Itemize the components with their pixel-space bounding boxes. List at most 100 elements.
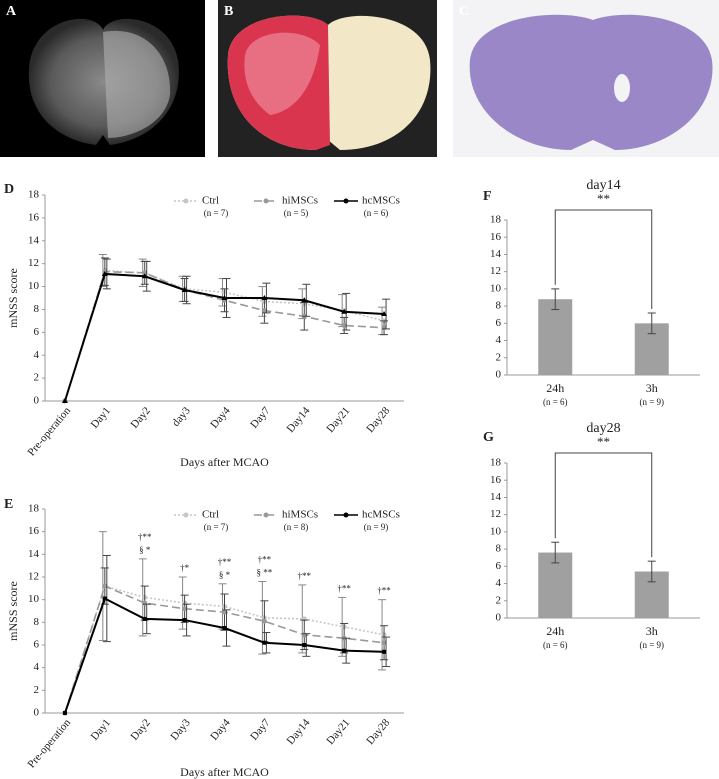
y-tick-label: 10 [490, 282, 502, 294]
point [101, 270, 108, 276]
point [261, 308, 267, 314]
y-tick-label: 8 [496, 543, 502, 555]
y-tick-label: 6 [34, 639, 40, 651]
x-tick-label: Day14 [284, 716, 312, 747]
legend-n: (n = 5) [284, 208, 309, 218]
point [261, 295, 268, 300]
point [342, 648, 347, 653]
point [381, 640, 387, 646]
y-tick-label: 18 [28, 189, 40, 201]
legend-label: hcMSCs [362, 195, 400, 207]
x-tick-sublabel: (n = 6) [543, 640, 568, 650]
y-tick-label: 4 [496, 334, 502, 346]
significance-mark: § * [139, 545, 151, 555]
significance-mark: †** [258, 555, 272, 565]
chart-title: day28 [586, 421, 620, 436]
y-tick-label: 12 [28, 571, 39, 583]
legend-n: (n = 7) [204, 522, 229, 532]
significance-mark: § ** [257, 568, 273, 578]
point [381, 311, 388, 317]
y-tick-label: 14 [490, 491, 502, 503]
x-tick-label: Day1 [89, 717, 114, 743]
ventricle [614, 74, 630, 102]
error-bar [647, 312, 656, 335]
x-tick-label: Day14 [284, 404, 312, 435]
significance-bracket [554, 452, 653, 558]
point [301, 297, 308, 303]
point [62, 711, 67, 715]
significance-mark: †* [180, 563, 190, 573]
y-tick-label: 10 [28, 280, 40, 292]
x-tick-sublabel: (n = 9) [639, 397, 664, 407]
x-tick-label: 24h [546, 624, 564, 638]
y-tick-label: 0 [34, 707, 40, 719]
y-tick-label: 4 [34, 349, 40, 361]
significance-mark: ** [597, 191, 610, 206]
y-tick-label: 2 [34, 372, 40, 384]
y-tick-label: 12 [490, 508, 501, 520]
y-axis-title: mNSS score [6, 581, 20, 641]
legend-marker [263, 512, 269, 518]
y-tick-label: 14 [28, 548, 40, 560]
y-tick-label: 18 [490, 214, 502, 226]
error-bar [647, 560, 656, 583]
legend-n: (n = 8) [284, 522, 309, 532]
y-tick-label: 12 [28, 257, 39, 269]
panel-label: F [483, 189, 492, 204]
y-tick-label: 8 [496, 300, 502, 312]
y-tick-label: 16 [28, 525, 40, 537]
point [141, 273, 148, 279]
significance-bracket [554, 209, 653, 309]
x-tick-label: Day2 [128, 405, 153, 431]
point [341, 308, 348, 314]
x-tick-label: Day21 [324, 405, 352, 435]
point [222, 626, 227, 630]
y-tick-label: 0 [496, 369, 502, 381]
y-tick-label: 18 [28, 503, 40, 515]
legend-label: Ctrl [202, 195, 219, 207]
y-tick-label: 6 [496, 560, 502, 572]
y-tick-label: 16 [490, 231, 502, 243]
legend-marker [183, 198, 189, 204]
panel-label: C [459, 4, 469, 19]
x-tick-label: Day2 [128, 717, 153, 743]
x-axis-title: Days after MCAO [180, 765, 269, 779]
x-tick-label: Day4 [208, 716, 233, 742]
y-tick-label: 6 [34, 326, 40, 338]
legend-marker [343, 198, 349, 204]
panel-label: B [224, 4, 233, 19]
point [102, 583, 108, 589]
error-bar [382, 298, 391, 330]
x-tick-label: 3h [646, 624, 658, 638]
legend-label: hiMSCs [282, 195, 318, 207]
y-tick-label: 10 [28, 593, 40, 605]
x-tick-sublabel: (n = 6) [543, 397, 568, 407]
legend-marker [183, 512, 189, 518]
legend-marker [263, 198, 269, 204]
legend-label: Ctrl [202, 509, 219, 521]
point [102, 596, 107, 601]
histology-brain [469, 14, 713, 150]
point [262, 640, 267, 645]
x-tick-label: Pre-operation [26, 716, 74, 770]
significance-mark: †** [377, 586, 391, 596]
x-tick-label: Pre-operation [26, 404, 74, 458]
x-tick-label: Day28 [364, 404, 392, 435]
point [341, 322, 347, 328]
legend-n: (n = 9) [364, 522, 389, 532]
y-tick-label: 12 [490, 265, 501, 277]
y-tick-label: 0 [34, 395, 40, 407]
significance-mark: †** [298, 571, 312, 581]
y-tick-label: 2 [34, 684, 40, 696]
point [181, 286, 188, 292]
legend-n: (n = 6) [364, 208, 389, 218]
y-tick-label: 10 [490, 525, 502, 537]
y-tick-label: 8 [34, 616, 40, 628]
significance-mark: § * [219, 570, 231, 580]
y-tick-label: 2 [496, 594, 502, 606]
y-tick-label: 4 [496, 577, 502, 589]
y-tick-label: 16 [28, 211, 40, 223]
point [182, 618, 187, 623]
x-tick-label: Day7 [248, 404, 273, 430]
